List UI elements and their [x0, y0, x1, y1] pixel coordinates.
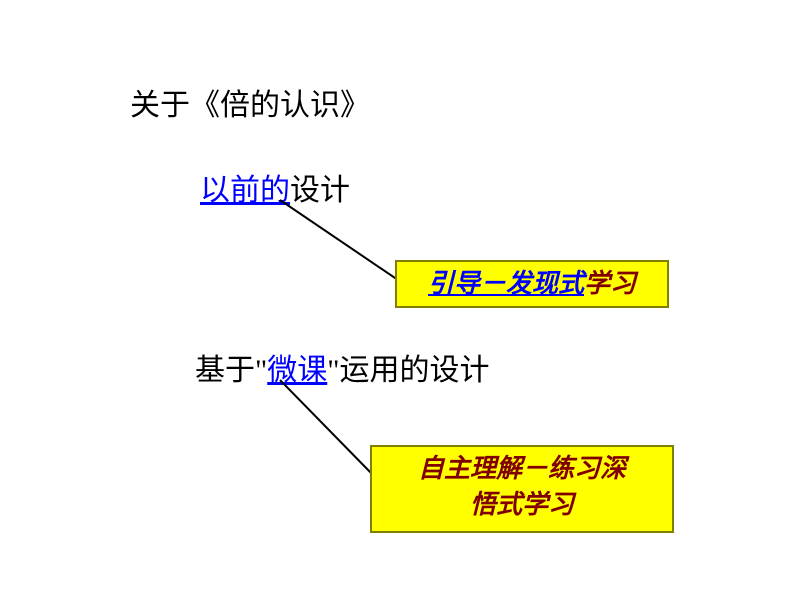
row1-box-link[interactable]: 引导－发现式 [428, 269, 584, 298]
row2-post: "运用的设计 [327, 354, 489, 387]
row1-box-rest: 学习 [584, 269, 636, 298]
row2-label: 基于"微课"运用的设计 [195, 345, 490, 389]
row1-label: 以前的设计 [200, 165, 350, 209]
diagram-stage: 关于《倍的认识》 以前的设计 引导－发现式学习 基于"微课"运用的设计 自主理解… [0, 0, 800, 600]
page-title: 关于《倍的认识》 [130, 80, 370, 124]
row2-connector-line [280, 380, 373, 475]
row1-label-rest: 设计 [290, 174, 350, 207]
row1-box: 引导－发现式学习 [395, 260, 669, 308]
row1-link[interactable]: 以前的 [200, 174, 290, 207]
row2-link[interactable]: 微课 [267, 354, 327, 387]
row1-connector-line [280, 200, 398, 280]
row2-box: 自主理解－练习深 悟式学习 [370, 445, 674, 533]
row2-box-line1: 自主理解－练习深 [418, 454, 626, 483]
row2-pre: 基于" [195, 354, 267, 387]
row2-box-line2: 悟式学习 [470, 490, 574, 519]
